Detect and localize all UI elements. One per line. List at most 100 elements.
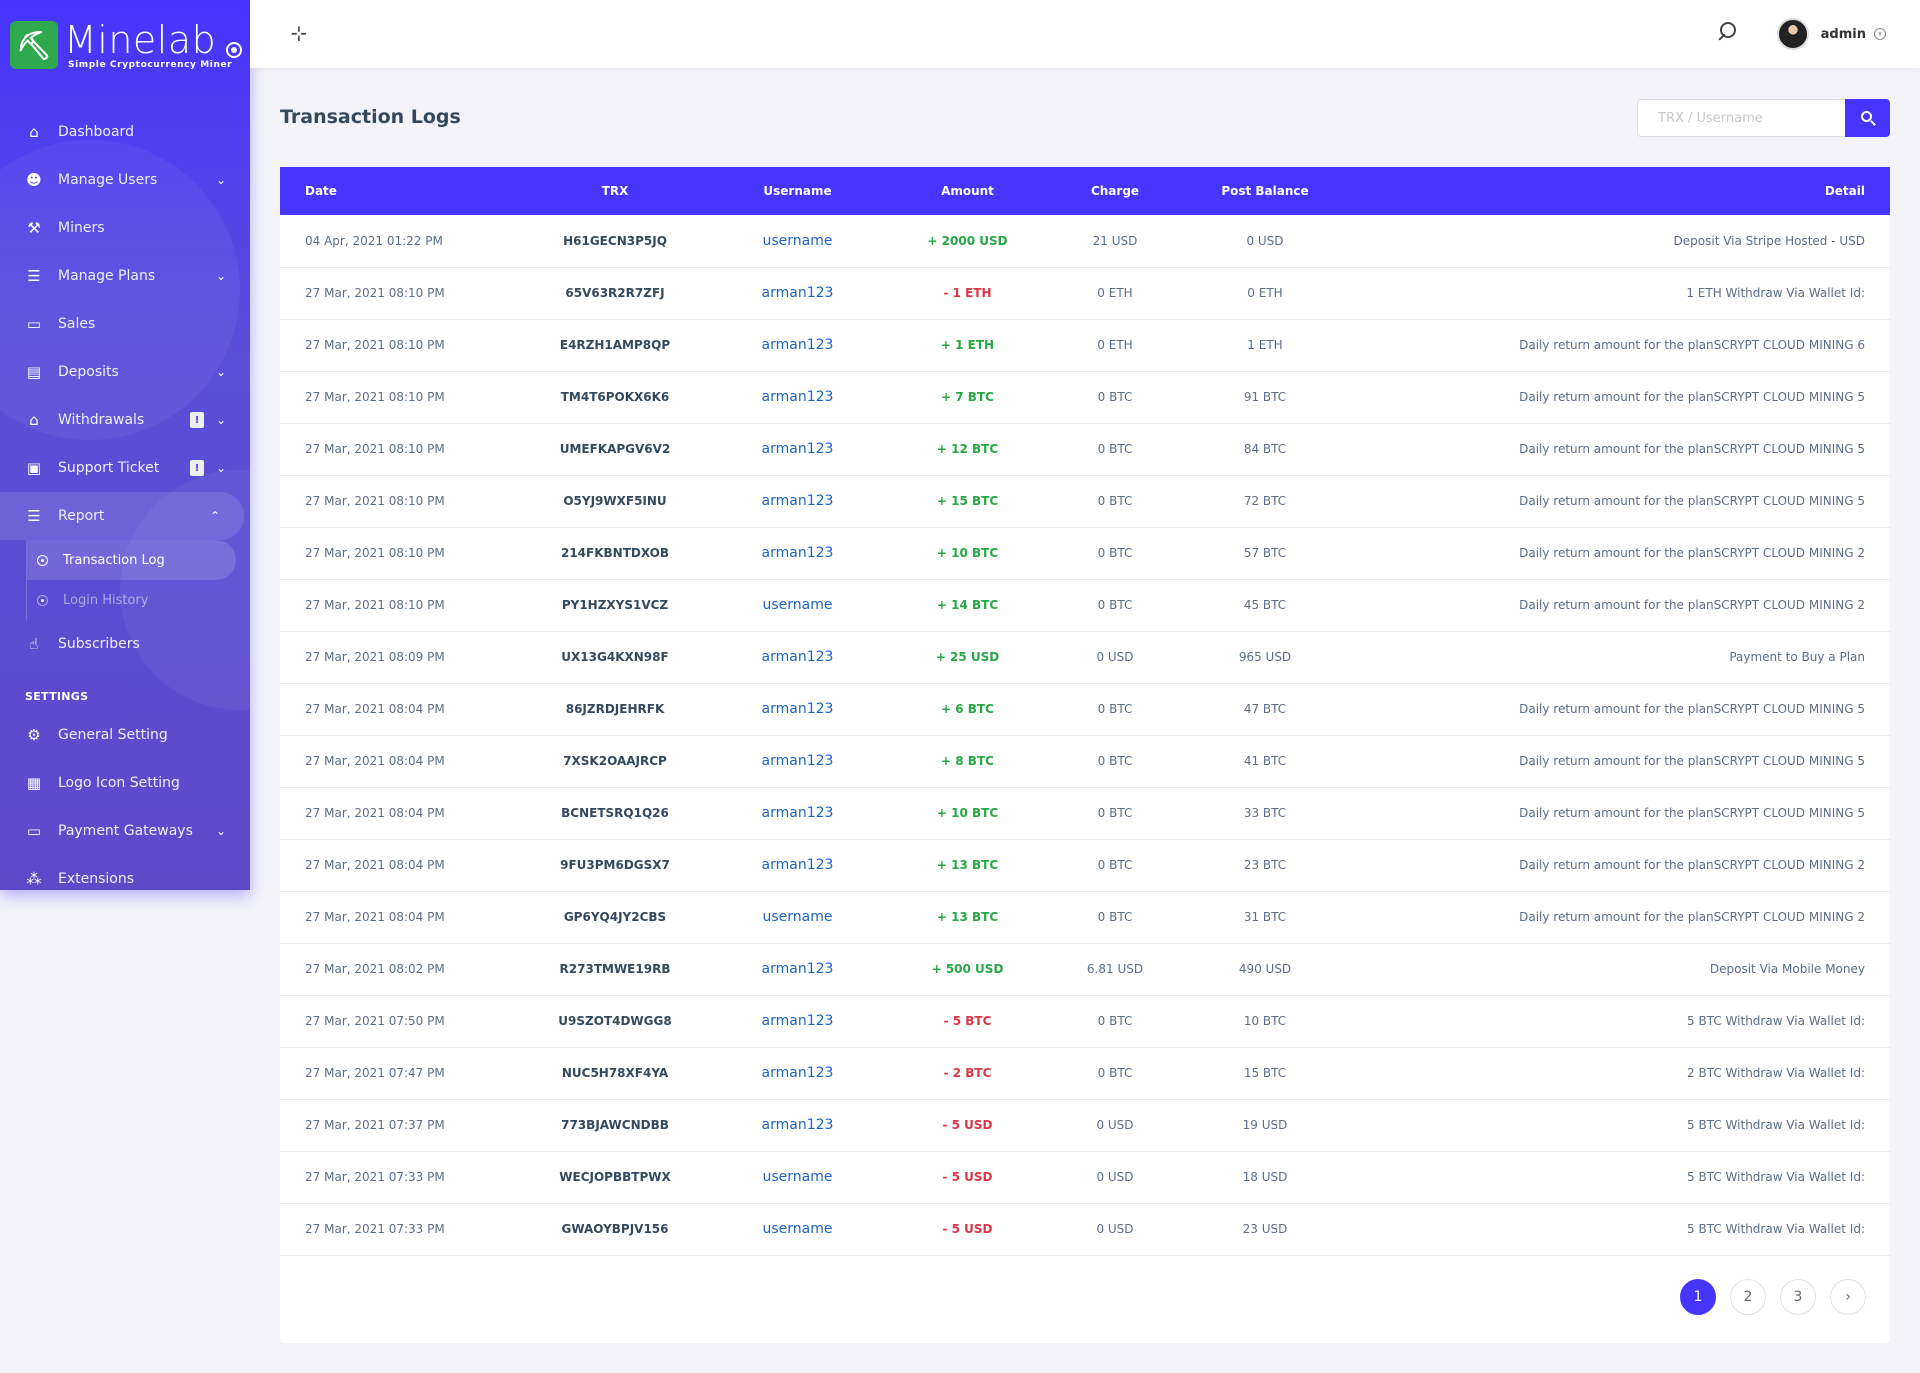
table-row: 27 Mar, 2021 08:04 PM 9FU3PM6DGSX7 arman12… <box>280 839 1890 891</box>
username-link[interactable]: username <box>762 1221 833 1237</box>
username-link[interactable]: arman123 <box>761 389 834 405</box>
username-link[interactable]: arman123 <box>761 337 834 353</box>
cell-charge: 0 ETH <box>1097 338 1133 352</box>
sidebar-menu: ⌂ Dashboard ☻ Manage Users ⌄ ⚒ Miners ☰ … <box>0 108 250 890</box>
sidebar-item-extensions[interactable]: ⁂ Extensions <box>0 855 250 890</box>
cell-detail: Daily return amount for the planSCRYPT C… <box>1519 598 1865 612</box>
cell-post-balance: 31 BTC <box>1243 910 1287 924</box>
search-input[interactable] <box>1637 99 1845 137</box>
cell-detail: Daily return amount for the planSCRYPT C… <box>1519 754 1865 768</box>
cell-date: 27 Mar, 2021 08:10 PM <box>305 598 445 612</box>
cell-trx: UMEFKAPGV6V2 <box>559 442 671 456</box>
username-link[interactable]: arman123 <box>761 1013 834 1029</box>
username-link[interactable]: username <box>762 232 833 249</box>
cell-post-balance: 18 USD <box>1242 1170 1288 1184</box>
sidebar-subitem-transaction-log[interactable]: Transaction Log <box>27 540 236 580</box>
sidebar: ⛏ Minelab Simple Cryptocurrency Miner ⌂ … <box>0 0 250 890</box>
sidebar-item-deposits[interactable]: ▤ Deposits ⌄ <box>0 348 250 396</box>
username-link[interactable]: arman123 <box>761 701 834 717</box>
username-link[interactable]: arman123 <box>761 493 834 509</box>
search-button[interactable] <box>1845 99 1890 137</box>
page-button-3[interactable]: 3 <box>1780 1279 1816 1315</box>
sidebar-item-miners[interactable]: ⚒ Miners <box>0 204 250 252</box>
cell-charge: 0 BTC <box>1097 754 1133 768</box>
cell-post-balance: 45 BTC <box>1243 598 1287 612</box>
username-link[interactable]: username <box>762 1169 833 1185</box>
fullscreen-toggle-icon[interactable]: ⊹ <box>290 21 308 45</box>
username-link[interactable]: username <box>762 597 833 613</box>
table-row: 27 Mar, 2021 08:10 PM PY1HZXYS1VCZ usernam… <box>280 579 1890 631</box>
cell-post-balance: 19 USD <box>1242 1118 1288 1132</box>
report-submenu: Transaction Log Login History <box>26 540 250 620</box>
cell-date: 27 Mar, 2021 08:10 PM <box>305 494 445 508</box>
sidebar-item-label: Logo Icon Setting <box>58 775 180 791</box>
cell-trx: PY1HZXYS1VCZ <box>561 598 669 612</box>
username-link[interactable]: arman123 <box>761 961 834 977</box>
sidebar-item-logo-icon-setting[interactable]: ▦ Logo Icon Setting <box>0 759 250 807</box>
cell-charge: 0 BTC <box>1097 806 1133 820</box>
cell-date: 27 Mar, 2021 07:50 PM <box>305 1014 445 1028</box>
table-row: 27 Mar, 2021 08:04 PM BCNETSRQ1Q26 arman12… <box>280 787 1890 839</box>
cell-date: 27 Mar, 2021 08:02 PM <box>305 962 445 976</box>
wallet-icon: ▤ <box>26 363 42 381</box>
cell-date: 27 Mar, 2021 08:10 PM <box>305 338 445 352</box>
page-button-1[interactable]: 1 <box>1680 1279 1716 1315</box>
username-link[interactable]: arman123 <box>761 545 834 561</box>
transactions-table: Date TRX Username Amount Charge Post Bal… <box>280 167 1890 1256</box>
cell-date: 04 Apr, 2021 01:22 PM <box>305 233 443 248</box>
cell-detail: 2 BTC Withdraw Via Wallet Id: <box>1687 1066 1865 1080</box>
sidebar-item-manage-users[interactable]: ☻ Manage Users ⌄ <box>0 156 250 204</box>
list-icon: ☰ <box>27 267 41 285</box>
cell-detail: Daily return amount for the planSCRYPT C… <box>1519 338 1865 352</box>
username-link[interactable]: arman123 <box>761 1065 834 1081</box>
cell-trx: 773BJAWCNDBB <box>561 1118 669 1132</box>
cell-detail: Daily return amount for the planSCRYPT C… <box>1519 390 1865 404</box>
sidebar-item-general-setting[interactable]: ⚙ General Setting <box>0 711 250 759</box>
sidebar-item-sales[interactable]: ▭ Sales <box>0 300 250 348</box>
sidebar-item-payment-gateways[interactable]: ▭ Payment Gateways ⌄ <box>0 807 250 855</box>
cell-trx: UX13G4KXN98F <box>561 650 669 664</box>
cell-post-balance: 33 BTC <box>1243 806 1287 820</box>
search-icon[interactable] <box>1716 20 1740 44</box>
table-body: 04 Apr, 2021 01:22 PM H61GECN3P5JQ usernam… <box>280 215 1890 1255</box>
sidebar-item-withdrawals[interactable]: ⌂ Withdrawals ! ⌄ <box>0 396 250 444</box>
username-link[interactable]: username <box>762 909 833 925</box>
chevron-down-icon: ⌄ <box>215 824 226 838</box>
chevron-down-icon: ⌄ <box>215 173 226 187</box>
username-link[interactable]: arman123 <box>761 857 834 873</box>
cell-post-balance: 0 ETH <box>1247 286 1283 300</box>
table-row: 27 Mar, 2021 08:04 PM GP6YQ4JY2CBS usernam… <box>280 891 1890 943</box>
username-link[interactable]: arman123 <box>761 649 834 665</box>
user-menu[interactable]: admin ▾ <box>1776 16 1886 52</box>
brand-logo[interactable]: ⛏ Minelab Simple Cryptocurrency Miner <box>10 18 240 72</box>
ticket-icon: ▣ <box>26 459 42 477</box>
cell-detail: Deposit Via Stripe Hosted - USD <box>1673 233 1865 248</box>
sidebar-subitem-label: Transaction Log <box>63 552 165 568</box>
username-link[interactable]: arman123 <box>761 441 834 457</box>
cell-post-balance: 72 BTC <box>1243 494 1287 508</box>
sidebar-item-subscribers[interactable]: ☝ Subscribers <box>0 620 250 668</box>
next-page-button[interactable]: › <box>1830 1279 1866 1315</box>
bullet-icon <box>37 554 48 566</box>
topbar: ⊹ admin ▾ <box>250 0 1920 68</box>
cell-charge: 0 USD <box>1096 1118 1134 1132</box>
bullet-icon <box>37 594 48 606</box>
sidebar-item-manage-plans[interactable]: ☰ Manage Plans ⌄ <box>0 252 250 300</box>
sidebar-toggle-icon[interactable] <box>226 42 242 58</box>
cell-detail: Daily return amount for the planSCRYPT C… <box>1519 806 1865 820</box>
table-header-row: Date TRX Username Amount Charge Post Bal… <box>280 167 1890 215</box>
sidebar-subitem-login-history[interactable]: Login History <box>27 580 250 620</box>
username-link[interactable]: arman123 <box>761 1117 834 1133</box>
sidebar-item-dashboard[interactable]: ⌂ Dashboard <box>0 108 250 156</box>
username-link[interactable]: arman123 <box>761 753 834 769</box>
sidebar-item-label: Payment Gateways <box>58 823 193 839</box>
page-button-2[interactable]: 2 <box>1730 1279 1766 1315</box>
cell-detail: 5 BTC Withdraw Via Wallet Id: <box>1687 1170 1865 1184</box>
cell-detail: Daily return amount for the planSCRYPT C… <box>1519 910 1865 924</box>
cell-charge: 0 BTC <box>1097 494 1133 508</box>
username-link[interactable]: arman123 <box>761 285 834 301</box>
sidebar-item-report[interactable]: ☰ Report ⌃ <box>0 492 244 540</box>
username-link[interactable]: arman123 <box>761 805 834 821</box>
cell-charge: 0 BTC <box>1097 910 1133 924</box>
sidebar-item-support-ticket[interactable]: ▣ Support Ticket ! ⌄ <box>0 444 250 492</box>
